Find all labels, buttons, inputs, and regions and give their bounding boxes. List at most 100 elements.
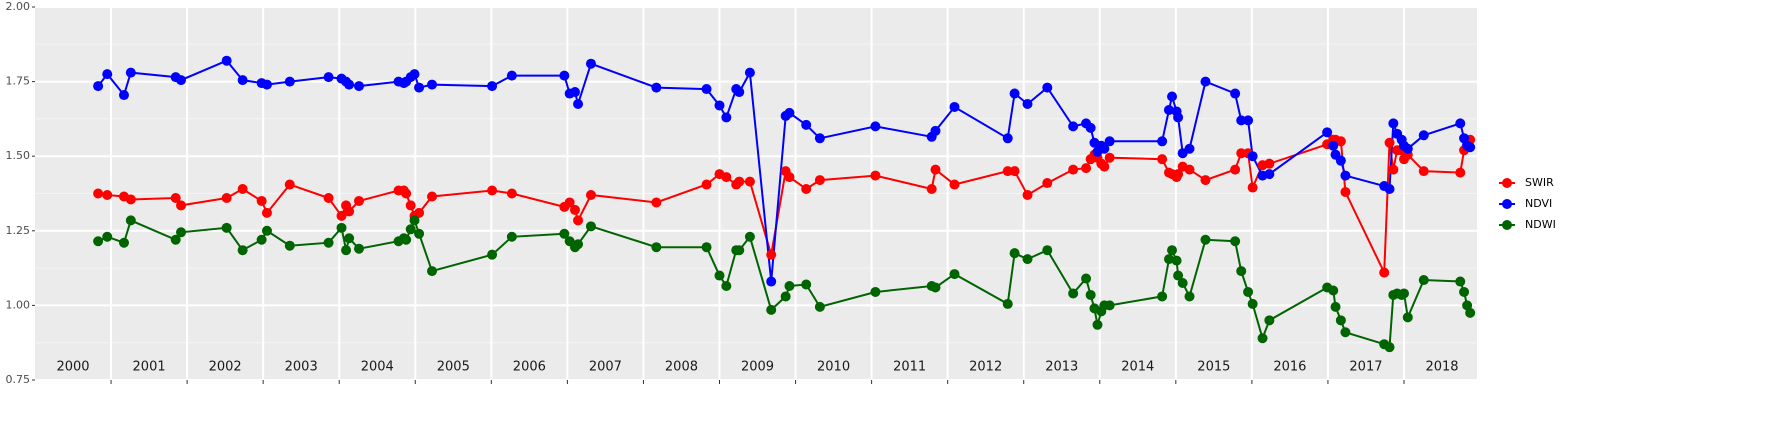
data-point [1465,307,1476,318]
data-point [1230,236,1241,247]
year-label: 2009 [741,360,774,375]
data-point [102,231,113,242]
data-point [1340,187,1351,198]
data-point [734,87,745,98]
data-point [125,67,136,78]
data-point [1085,122,1096,133]
data-point [1418,130,1429,141]
data-point [401,188,412,199]
data-point [1459,286,1470,297]
data-point [714,100,725,111]
data-point [1184,143,1195,154]
data-point [414,207,425,218]
data-point [1335,155,1346,166]
data-point [256,195,267,206]
data-point [1104,300,1115,311]
data-point [1163,254,1174,265]
data-point [1022,98,1033,109]
data-point [1455,167,1466,178]
year-label: 2014 [1121,360,1154,375]
data-point [585,221,596,232]
data-point [1388,164,1399,175]
data-point [1184,164,1195,175]
data-point [780,291,791,302]
data-point [801,279,812,290]
data-point [170,234,181,245]
data-point [573,98,584,109]
data-point [1236,115,1247,126]
year-label: 2017 [1349,360,1382,375]
data-point [1009,248,1020,259]
data-point [344,206,355,217]
data-point [1068,288,1079,299]
data-point [1243,286,1254,297]
data-point [1104,152,1115,163]
data-point [564,197,575,208]
data-point [1184,291,1195,302]
data-point [1167,245,1178,256]
year-label: 2000 [56,360,89,375]
data-point [170,192,181,203]
data-point [344,233,355,244]
data-point [176,75,187,86]
year-label: 2011 [893,360,926,375]
data-point [559,228,570,239]
data-point [651,242,662,253]
data-point [814,301,825,312]
data-point [237,245,248,256]
data-point [651,82,662,93]
data-point [405,224,416,235]
data-point [176,227,187,238]
data-point [487,81,498,92]
legend-label: NDVI [1525,197,1552,210]
data-point [870,170,881,181]
data-point [784,281,795,292]
data-point [1455,118,1466,129]
y-tick-label: 1.75 [6,75,31,88]
year-label: 2003 [285,360,318,375]
data-point [1335,136,1346,147]
year-label: 2012 [969,360,1002,375]
data-point [1009,166,1020,177]
data-point [93,236,104,247]
data-point [1009,88,1020,99]
data-point [506,231,517,242]
data-point [341,245,352,256]
data-point [930,282,941,293]
data-point [766,249,777,260]
data-point [344,79,355,90]
data-point [284,179,295,190]
data-point [221,222,232,233]
data-point [401,234,412,245]
data-point [1465,142,1476,153]
year-label: 2006 [513,360,546,375]
data-point [814,175,825,186]
year-label: 2008 [665,360,698,375]
data-point [487,249,498,260]
data-point [1243,115,1254,126]
y-tick-label: 0.75 [6,373,31,386]
data-point [1002,133,1013,144]
data-point [1455,276,1466,287]
data-point [1328,285,1339,296]
data-point [1081,273,1092,284]
data-point [1418,166,1429,177]
data-point [427,191,438,202]
data-point [353,81,364,92]
data-point [118,90,129,101]
data-point [766,276,777,287]
data-point [221,55,232,66]
data-point [1022,254,1033,265]
data-point [102,69,113,80]
data-point [651,197,662,208]
year-label: 2010 [817,360,850,375]
data-point [930,125,941,136]
data-point [1398,288,1409,299]
data-point [559,70,570,81]
data-point [1257,333,1268,344]
year-label: 2007 [589,360,622,375]
data-point [118,237,129,248]
data-point [1384,342,1395,353]
data-point [1042,178,1053,189]
